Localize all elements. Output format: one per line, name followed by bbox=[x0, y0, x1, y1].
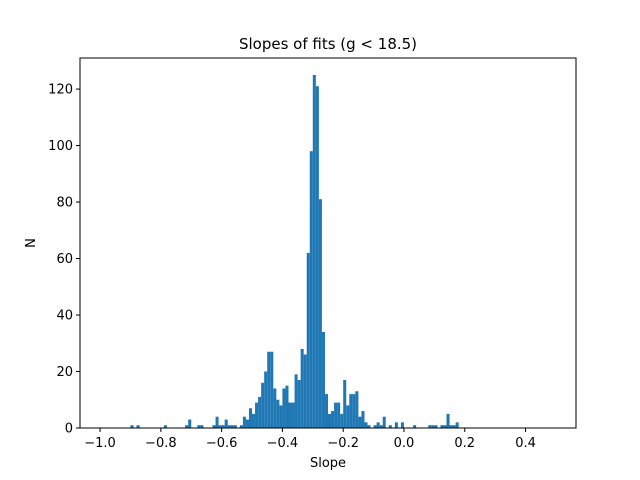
histogram-bar bbox=[324, 394, 328, 428]
histogram-bar bbox=[334, 402, 338, 428]
y-tick-label: 20 bbox=[56, 365, 73, 380]
histogram-bar bbox=[376, 422, 380, 428]
x-tick-label: −0.4 bbox=[267, 436, 299, 451]
histogram-bar bbox=[224, 419, 228, 428]
y-tick-label: 60 bbox=[56, 252, 73, 267]
histogram-bar bbox=[252, 413, 256, 428]
y-tick-label: 80 bbox=[56, 196, 73, 211]
x-tick-label: −0.2 bbox=[327, 436, 359, 451]
x-tick-label: 0.4 bbox=[515, 436, 536, 451]
histogram-bar bbox=[288, 402, 292, 428]
bars-group bbox=[130, 74, 459, 429]
x-tick-label: 0.2 bbox=[454, 436, 475, 451]
histogram-bar bbox=[218, 425, 222, 428]
histogram-bar bbox=[318, 199, 322, 428]
histogram-bar bbox=[163, 425, 167, 428]
histogram-bar bbox=[355, 391, 359, 428]
histogram-bar bbox=[276, 399, 280, 428]
histogram-bar bbox=[300, 348, 304, 428]
histogram-bar bbox=[413, 425, 417, 428]
histogram-bar bbox=[388, 425, 392, 428]
histogram-bar bbox=[428, 425, 432, 428]
histogram-bar bbox=[233, 425, 237, 428]
histogram-bar bbox=[340, 413, 344, 428]
histogram-bar bbox=[434, 425, 438, 428]
x-tick-label: 0.0 bbox=[394, 436, 415, 451]
histogram-bar bbox=[382, 416, 386, 428]
x-tick-label: −1.0 bbox=[84, 436, 116, 451]
histogram-bar bbox=[242, 416, 246, 428]
histogram-bar bbox=[440, 425, 444, 428]
histogram-bar bbox=[361, 411, 365, 428]
x-axis-label: Slope bbox=[310, 456, 346, 471]
histogram-bar bbox=[215, 416, 219, 428]
histogram-bar bbox=[373, 425, 377, 428]
histogram-bar bbox=[291, 402, 295, 428]
histogram-bar bbox=[258, 396, 262, 428]
histogram-bar bbox=[358, 416, 362, 428]
histogram-bar bbox=[294, 374, 298, 428]
histogram-bar bbox=[306, 252, 310, 428]
histogram-bar bbox=[279, 405, 283, 428]
histogram-bar bbox=[230, 425, 234, 428]
histogram-bar bbox=[367, 425, 371, 428]
histogram-bar bbox=[248, 408, 253, 428]
histogram-bar bbox=[431, 425, 435, 428]
histogram-bar bbox=[315, 86, 319, 429]
histogram-bar bbox=[270, 351, 274, 428]
x-tick-label: −0.6 bbox=[206, 436, 238, 451]
histogram-bar bbox=[130, 425, 134, 428]
histogram-bar bbox=[394, 422, 398, 428]
histogram-bar bbox=[446, 413, 450, 428]
chart-title: Slopes of fits (g < 18.5) bbox=[239, 35, 417, 53]
x-tick-label: −0.8 bbox=[145, 436, 177, 451]
histogram-bar bbox=[267, 351, 271, 428]
y-tick-label: 120 bbox=[48, 83, 73, 98]
histogram-bar bbox=[343, 379, 347, 428]
histogram-bar bbox=[285, 385, 289, 428]
histogram-bar bbox=[212, 425, 216, 428]
histogram-bar bbox=[221, 425, 225, 428]
histogram-bar bbox=[227, 425, 231, 428]
histogram-bar bbox=[349, 394, 353, 428]
histogram-bar bbox=[400, 422, 404, 428]
histogram-bar bbox=[352, 394, 356, 428]
histogram-bar bbox=[273, 388, 277, 428]
histogram-bar bbox=[346, 405, 350, 428]
y-tick-label: 0 bbox=[65, 422, 73, 437]
histogram-bar bbox=[245, 419, 249, 428]
histogram-bar bbox=[452, 425, 456, 428]
histogram-bar bbox=[309, 151, 313, 428]
histogram-bar bbox=[197, 425, 201, 428]
histogram-bar bbox=[449, 425, 453, 428]
histogram-bar bbox=[443, 425, 447, 428]
x-axis-ticks: −1.0 −0.8 −0.6 −0.4 −0.2 0.0 0.2 0.4 bbox=[84, 428, 536, 451]
histogram-bar bbox=[364, 422, 368, 428]
plot-frame bbox=[79, 57, 577, 429]
histogram-bar bbox=[328, 413, 332, 428]
histogram-bar bbox=[185, 425, 189, 428]
histogram-bar bbox=[282, 388, 286, 428]
histogram-bar bbox=[455, 422, 459, 428]
y-tick-label: 100 bbox=[48, 139, 73, 154]
histogram-bar bbox=[331, 411, 335, 428]
histogram-bar bbox=[255, 402, 259, 428]
y-tick-label: 40 bbox=[56, 309, 73, 324]
histogram-bar bbox=[297, 379, 301, 428]
histogram-bar bbox=[264, 371, 268, 428]
y-axis-ticks: 0 20 40 60 80 100 120 bbox=[48, 83, 80, 437]
histogram-bar bbox=[200, 425, 204, 428]
histogram-bar bbox=[136, 425, 140, 428]
histogram-bar bbox=[379, 425, 383, 428]
histogram-bar bbox=[321, 331, 325, 428]
histogram-bar bbox=[188, 419, 192, 428]
histogram-bar bbox=[239, 425, 243, 428]
histogram-bar bbox=[303, 354, 307, 428]
histogram-bar bbox=[312, 74, 316, 428]
histogram-bar bbox=[337, 402, 341, 428]
histogram-bar bbox=[261, 382, 265, 428]
y-axis-label: N bbox=[24, 238, 39, 248]
